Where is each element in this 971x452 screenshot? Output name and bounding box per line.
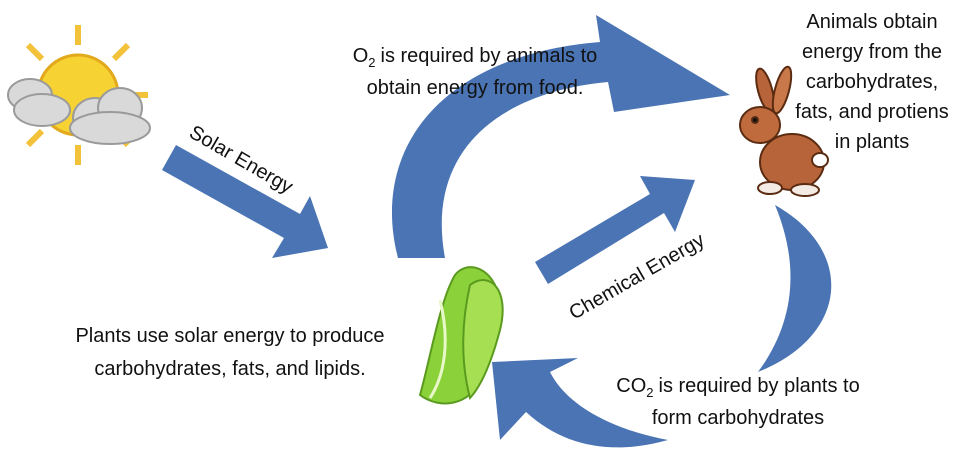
plants-note: Plants use solar energy to produce carboh… xyxy=(75,325,384,380)
carbon-dioxide-subscript: 2 xyxy=(646,385,653,400)
oxygen-text: is required by animals to xyxy=(381,45,598,67)
animals-note-line: Animals obtain xyxy=(806,11,937,33)
oxygen-note-line: obtain energy from food. xyxy=(367,77,584,99)
lettuce-icon xyxy=(420,267,503,403)
plants-note-line: carbohydrates, fats, and lipids. xyxy=(94,358,365,380)
plants-note-line: Plants use solar energy to produce xyxy=(75,325,384,347)
carbon-dioxide-symbol: CO xyxy=(616,375,646,397)
animals-note-line: fats, and protiens xyxy=(795,101,948,123)
carbon-dioxide-note-line: form carbohydrates xyxy=(652,407,824,429)
sun-icon xyxy=(8,25,150,165)
oxygen-symbol: O xyxy=(353,45,369,67)
diagram: Solar Energy Chemical Energy O2is requir… xyxy=(0,0,971,452)
carbon-dioxide-text: is required by plants to xyxy=(659,375,860,397)
carbon-dioxide-arrow xyxy=(492,358,668,447)
animal-return-arrow xyxy=(758,205,831,372)
animals-note: Animals obtain energy from the carbohydrat… xyxy=(795,11,948,153)
carbon-dioxide-note-line: CO2 is required by plants to xyxy=(616,375,859,400)
oxygen-subscript: 2 xyxy=(368,55,375,70)
animals-note-line: carbohydrates, xyxy=(806,71,938,93)
animals-note-line: energy from the xyxy=(802,41,942,63)
animals-note-line: in plants xyxy=(835,131,910,153)
oxygen-note-line: O2 is required by animals to xyxy=(353,45,598,70)
